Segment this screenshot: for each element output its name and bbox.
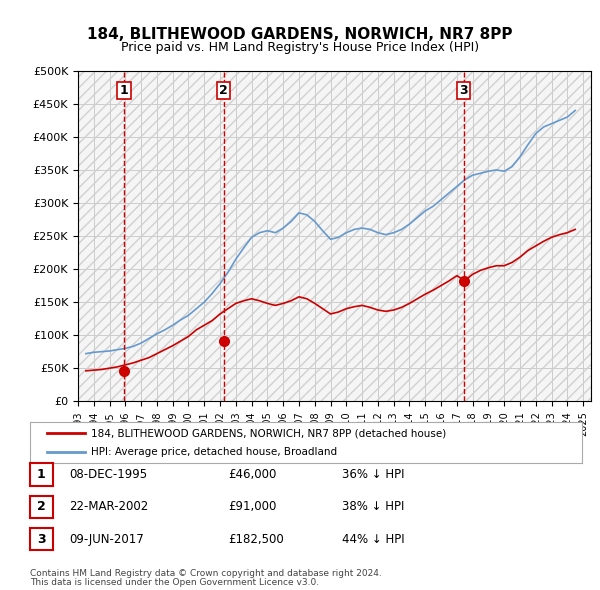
Text: HPI: Average price, detached house, Broadland: HPI: Average price, detached house, Broa…	[91, 447, 337, 457]
Text: 22-MAR-2002: 22-MAR-2002	[69, 500, 148, 513]
Text: 08-DEC-1995: 08-DEC-1995	[69, 468, 147, 481]
Text: 2: 2	[37, 500, 46, 513]
Text: This data is licensed under the Open Government Licence v3.0.: This data is licensed under the Open Gov…	[30, 578, 319, 587]
Text: 184, BLITHEWOOD GARDENS, NORWICH, NR7 8PP: 184, BLITHEWOOD GARDENS, NORWICH, NR7 8P…	[87, 27, 513, 41]
Text: 184, BLITHEWOOD GARDENS, NORWICH, NR7 8PP (detached house): 184, BLITHEWOOD GARDENS, NORWICH, NR7 8P…	[91, 428, 446, 438]
Text: 36% ↓ HPI: 36% ↓ HPI	[342, 468, 404, 481]
Text: 1: 1	[37, 468, 46, 481]
Text: 2: 2	[219, 84, 228, 97]
Text: £91,000: £91,000	[228, 500, 277, 513]
Text: 09-JUN-2017: 09-JUN-2017	[69, 533, 144, 546]
Text: Price paid vs. HM Land Registry's House Price Index (HPI): Price paid vs. HM Land Registry's House …	[121, 41, 479, 54]
Text: 1: 1	[120, 84, 128, 97]
Text: 38% ↓ HPI: 38% ↓ HPI	[342, 500, 404, 513]
Text: 3: 3	[37, 533, 46, 546]
Text: Contains HM Land Registry data © Crown copyright and database right 2024.: Contains HM Land Registry data © Crown c…	[30, 569, 382, 578]
Text: £46,000: £46,000	[228, 468, 277, 481]
Text: 3: 3	[460, 84, 468, 97]
Text: £182,500: £182,500	[228, 533, 284, 546]
Text: 44% ↓ HPI: 44% ↓ HPI	[342, 533, 404, 546]
